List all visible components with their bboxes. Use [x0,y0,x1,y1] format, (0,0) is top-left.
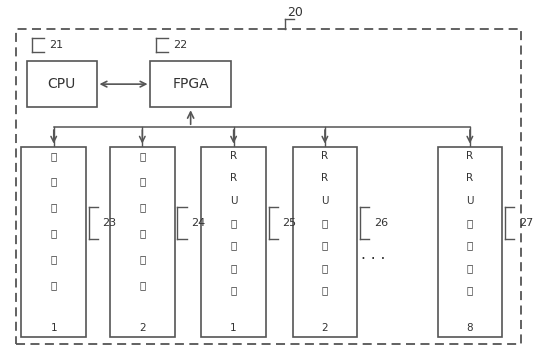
Bar [150,61,231,107]
Text: 扩: 扩 [139,203,146,213]
Text: 23: 23 [103,218,117,228]
Text: 8: 8 [467,323,473,333]
Bar [27,61,97,107]
Text: 展: 展 [139,228,146,238]
Text: U: U [466,195,474,205]
Text: 22: 22 [173,40,187,50]
Text: 联: 联 [139,176,146,187]
Text: 展: 展 [467,241,473,251]
Text: 扩: 扩 [322,218,328,228]
Text: 级: 级 [50,151,57,161]
Text: 联: 联 [50,176,57,187]
Bar [201,147,266,337]
Text: 2: 2 [139,323,146,333]
Text: 扩: 扩 [50,203,57,213]
Text: 口: 口 [139,280,146,290]
Text: · · ·: · · · [361,252,386,267]
Bar [110,147,175,337]
Text: 光: 光 [230,263,237,273]
Text: U: U [321,195,329,205]
Bar [21,147,86,337]
Text: FPGA: FPGA [172,77,209,91]
Text: 光: 光 [467,263,473,273]
Text: 扩: 扩 [467,218,473,228]
Text: 口: 口 [230,285,237,295]
Text: 1: 1 [50,323,57,333]
Text: 24: 24 [191,218,206,228]
Bar [293,147,357,337]
Text: 1: 1 [230,323,237,333]
Text: R: R [230,151,237,161]
Text: 口: 口 [322,285,328,295]
Text: 20: 20 [287,6,303,19]
Text: 25: 25 [282,218,296,228]
Text: 2: 2 [322,323,328,333]
Text: 口: 口 [50,280,57,290]
Text: CPU: CPU [48,77,76,91]
Text: R: R [321,173,329,183]
Text: 展: 展 [322,241,328,251]
Text: 26: 26 [374,218,388,228]
Bar [16,29,521,344]
Text: R: R [321,151,329,161]
Text: 27: 27 [519,218,533,228]
Text: R: R [230,173,237,183]
Text: U: U [230,195,237,205]
Text: 展: 展 [50,228,57,238]
Text: 口: 口 [467,285,473,295]
Text: 级: 级 [139,151,146,161]
Text: 光: 光 [322,263,328,273]
Text: R: R [466,151,474,161]
Text: 展: 展 [230,241,237,251]
Bar [438,147,502,337]
Text: R: R [466,173,474,183]
Text: 光: 光 [50,254,57,264]
Text: 扩: 扩 [230,218,237,228]
Text: 光: 光 [139,254,146,264]
Text: 21: 21 [49,40,63,50]
